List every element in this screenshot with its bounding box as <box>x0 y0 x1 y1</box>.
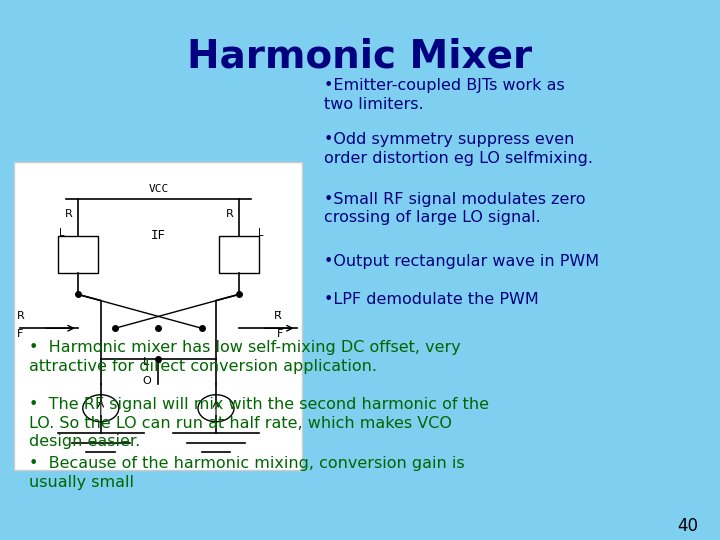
Text: IF: IF <box>151 230 166 242</box>
Text: •  Because of the harmonic mixing, conversion gain is
usually small: • Because of the harmonic mixing, conver… <box>29 456 464 490</box>
Bar <box>219 236 259 273</box>
Text: •Emitter-coupled BJTs work as
two limiters.: •Emitter-coupled BJTs work as two limite… <box>324 78 564 112</box>
Text: VCC: VCC <box>148 184 168 193</box>
Text: •LPF demodulate the PWM: •LPF demodulate the PWM <box>324 292 539 307</box>
Text: •  Harmonic mixer has low self-mixing DC offset, very
attractive for direct conv: • Harmonic mixer has low self-mixing DC … <box>29 340 461 374</box>
Bar <box>58 236 98 273</box>
Text: 40: 40 <box>678 517 698 535</box>
Text: •Small RF signal modulates zero
crossing of large LO signal.: •Small RF signal modulates zero crossing… <box>324 192 585 225</box>
Text: L: L <box>59 228 65 238</box>
Text: Harmonic Mixer: Harmonic Mixer <box>187 38 533 76</box>
Text: •Odd symmetry suppress even
order distortion eg LO selfmixing.: •Odd symmetry suppress even order distor… <box>324 132 593 166</box>
Text: R: R <box>17 311 25 321</box>
Text: •Output rectangular wave in PWM: •Output rectangular wave in PWM <box>324 254 599 269</box>
Text: R: R <box>226 210 234 219</box>
Circle shape <box>198 395 234 422</box>
Circle shape <box>83 395 119 422</box>
Text: O: O <box>143 375 151 386</box>
Text: R̅: R̅ <box>274 311 282 321</box>
Text: L: L <box>143 357 149 367</box>
Text: R: R <box>65 210 73 219</box>
Text: F: F <box>17 329 24 339</box>
Text: F: F <box>276 329 283 339</box>
FancyBboxPatch shape <box>14 162 302 470</box>
Text: L: L <box>258 228 264 238</box>
Text: •  The RF signal will mix with the second harmonic of the
LO. So the LO can run : • The RF signal will mix with the second… <box>29 397 489 449</box>
